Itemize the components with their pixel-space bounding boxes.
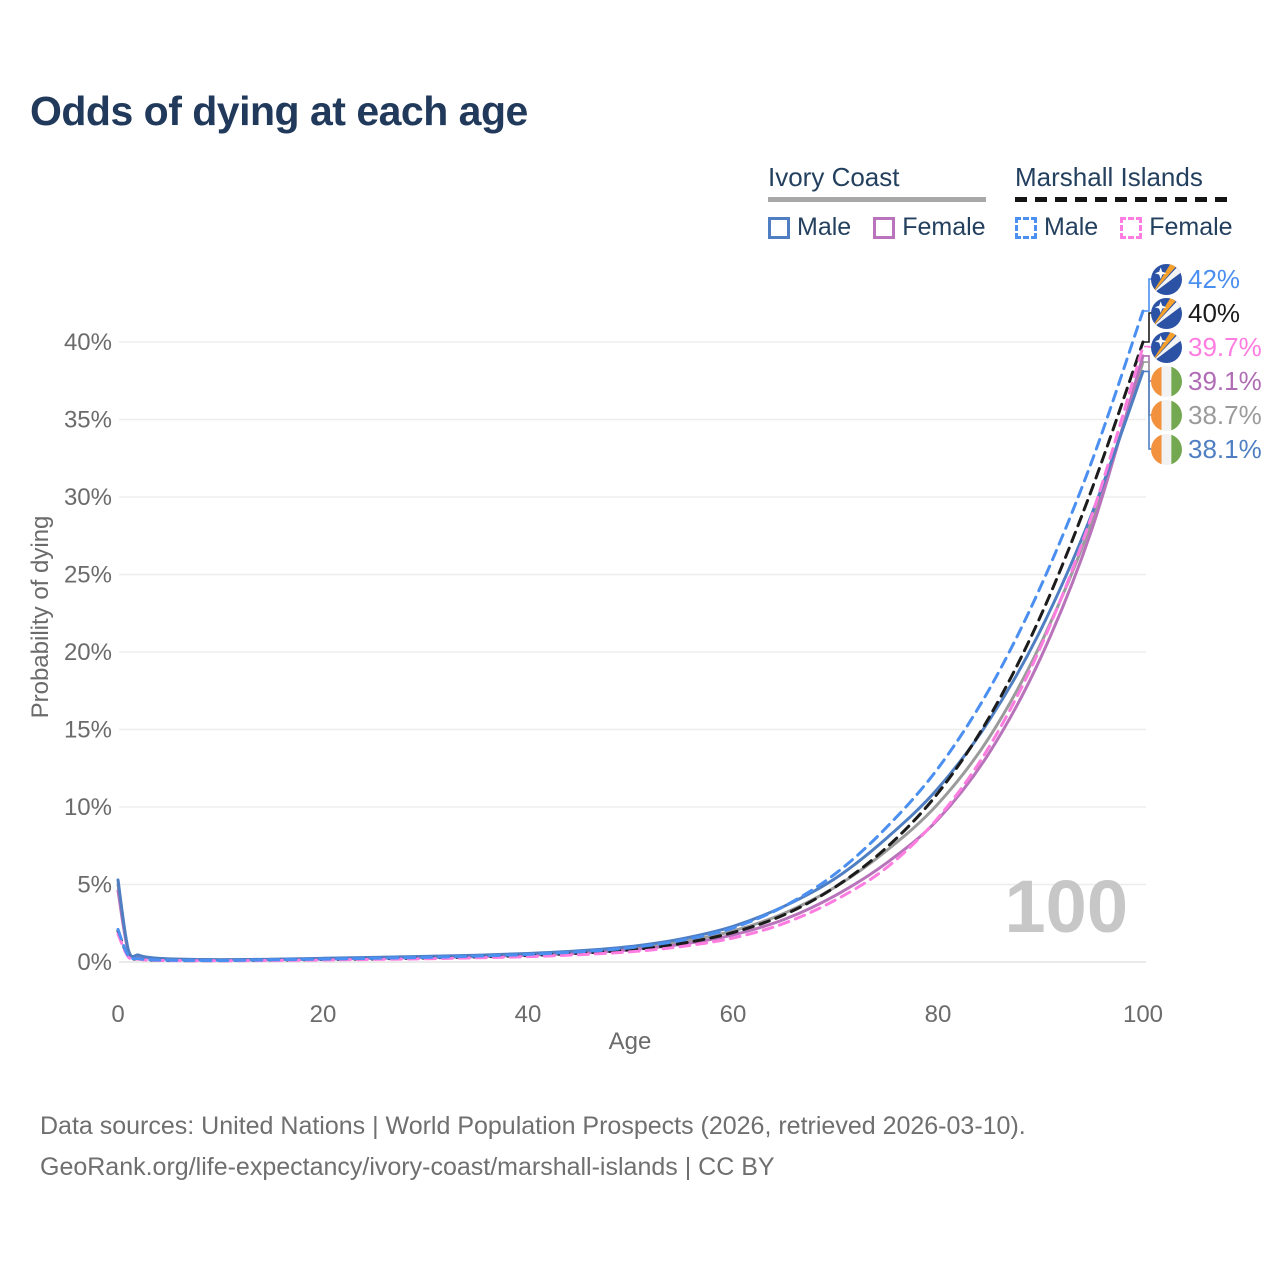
- legend-group-marshall-islands: Marshall Islands Male Female: [1015, 162, 1233, 242]
- endpoint-value: 42%: [1188, 263, 1241, 294]
- marshall-female-swatch-icon: [1120, 216, 1143, 239]
- legend-header-ivory-coast: Ivory Coast: [768, 162, 900, 192]
- x-tick-label: 80: [925, 1001, 952, 1028]
- endpoint-value: 39.1%: [1188, 365, 1262, 396]
- series-line-mh_female: [116, 345, 1145, 963]
- y-tick-label: 20%: [64, 639, 112, 666]
- legend-item-label: Male: [797, 213, 852, 241]
- y-tick-label: 25%: [64, 562, 112, 589]
- legend-item-ivory-female: Female: [873, 213, 986, 242]
- marshall-islands-flag-icon: [1151, 263, 1182, 295]
- x-axis-title: Age: [608, 1028, 652, 1055]
- legend-item-marshall-male: Male: [1015, 213, 1098, 242]
- endpoint-label-ivory-male: 38.1%: [1151, 433, 1262, 465]
- legend-header-marshall-islands: Marshall Islands: [1015, 162, 1203, 192]
- marshall-islands-flag-icon: [1151, 297, 1182, 329]
- y-tick-label: 0%: [77, 949, 112, 976]
- endpoint-label-marshall-male: 42%: [1151, 263, 1240, 295]
- endpoint-value: 39.7%: [1188, 331, 1262, 362]
- ivory-male-swatch-icon: [768, 216, 790, 239]
- legend-item-label: Female: [1149, 213, 1233, 241]
- series-line-mh_male: [116, 309, 1145, 963]
- y-tick-label: 30%: [64, 484, 112, 511]
- data-source-footer: Data sources: United Nations | World Pop…: [40, 1106, 1026, 1187]
- legend-item-label: Male: [1044, 213, 1099, 241]
- age-watermark: 100: [1004, 865, 1128, 948]
- ivory-coast-solid-line-sample: [768, 197, 986, 202]
- y-axis-title: Probability of dying: [27, 515, 54, 719]
- x-tick-label: 20: [310, 1001, 337, 1028]
- marshall-islands-dashed-line-sample: [1015, 197, 1233, 202]
- ivory-female-swatch-icon: [873, 216, 896, 239]
- endpoint-value: 38.1%: [1188, 433, 1262, 464]
- x-tick-label: 0: [111, 1001, 124, 1028]
- ivory-coast-flag-icon: [1151, 399, 1182, 431]
- x-tick-label: 40: [515, 1001, 542, 1028]
- leader-line-mh_total: [1144, 312, 1153, 343]
- endpoint-label-marshall-total: 40%: [1151, 297, 1240, 329]
- marshall-male-swatch-icon: [1015, 216, 1037, 239]
- endpoint-label-ivory-female: 39.1%: [1151, 365, 1262, 397]
- endpoint-label-ivory-total: 38.7%: [1151, 399, 1262, 431]
- legend-group-ivory-coast: Ivory Coast Male Female: [768, 162, 986, 242]
- footer-line-attribution: GeoRank.org/life-expectancy/ivory-coast/…: [40, 1152, 775, 1181]
- legend-item-ivory-male: Male: [768, 213, 851, 242]
- y-tick-label: 35%: [64, 407, 112, 434]
- chart-title: Odds of dying at each age: [30, 88, 528, 134]
- y-tick-label: 10%: [64, 794, 112, 821]
- endpoint-value: 38.7%: [1188, 399, 1262, 430]
- leader-line-ci_male: [1144, 370, 1153, 450]
- ivory-coast-flag-icon: [1151, 365, 1182, 397]
- x-tick-label: 60: [720, 1001, 747, 1028]
- endpoint-label-marshall-female: 39.7%: [1151, 331, 1262, 363]
- y-tick-label: 15%: [64, 717, 112, 744]
- leader-line-mh_male: [1144, 278, 1153, 312]
- legend-item-label: Female: [902, 213, 986, 241]
- marshall-islands-flag-icon: [1151, 331, 1182, 363]
- legend-item-marshall-female: Female: [1120, 213, 1233, 242]
- y-tick-label: 5%: [77, 872, 112, 899]
- ivory-coast-flag-icon: [1151, 433, 1182, 465]
- endpoint-value: 40%: [1188, 297, 1241, 328]
- x-tick-label: 100: [1123, 1001, 1163, 1028]
- footer-line-sources: Data sources: United Nations | World Pop…: [40, 1112, 1026, 1140]
- y-tick-label: 40%: [64, 329, 112, 356]
